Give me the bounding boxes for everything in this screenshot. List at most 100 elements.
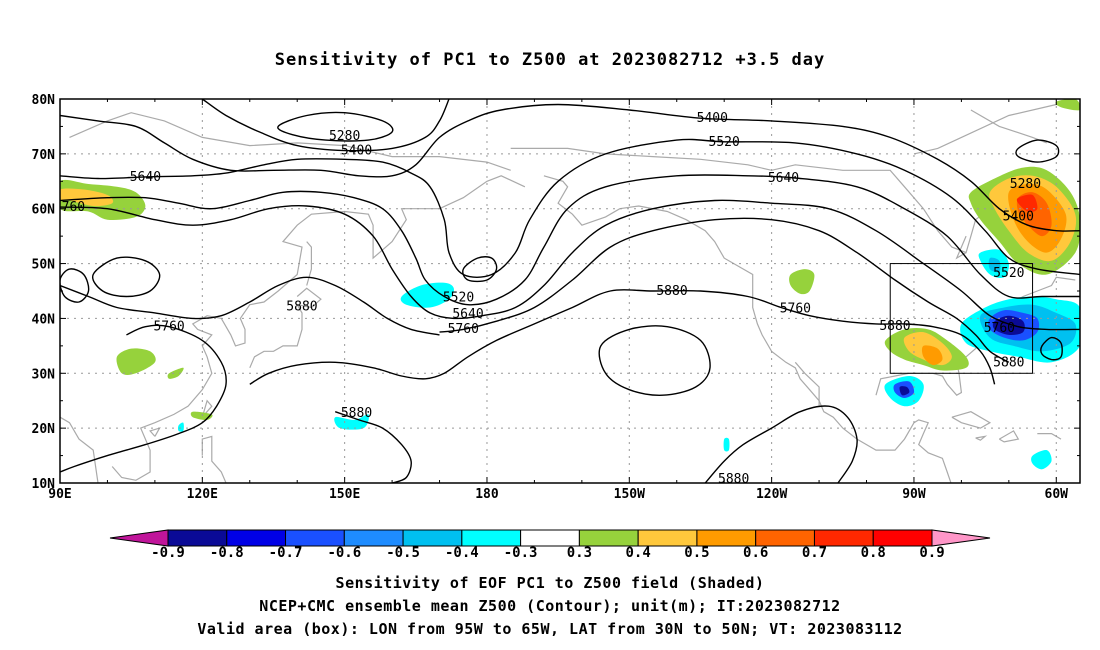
colorbar-box	[461, 529, 522, 547]
longitude-label: 180	[475, 487, 499, 502]
colorbar-box	[402, 529, 463, 547]
latitude-label: 80N	[32, 93, 56, 108]
valid-area-box	[889, 263, 1034, 374]
latitude-label: 70N	[32, 148, 56, 163]
sensitivity-shading	[60, 99, 1080, 470]
sensitivity-patch	[1031, 449, 1052, 470]
contour-label: 5760	[780, 302, 811, 317]
axis-ticks	[59, 98, 1080, 484]
contour-label: 5400	[341, 144, 372, 159]
longitude-label: 120W	[756, 487, 787, 502]
z500-contour-line	[1015, 139, 1060, 163]
z500-contour-line	[462, 256, 498, 283]
colorbar-box	[226, 529, 287, 547]
longitude-label: 150E	[329, 487, 360, 502]
colorbar-label: -0.3	[504, 545, 538, 561]
colorbar-left-triangle	[109, 529, 169, 547]
colorbar-label: 0.7	[802, 545, 827, 561]
colorbar-box	[696, 529, 757, 547]
contour-label: 5640	[130, 170, 161, 185]
caption-line-2: NCEP+CMC ensemble mean Z500 (Contour); u…	[259, 597, 841, 615]
colorbar-label: 0.3	[567, 545, 592, 561]
z500-contour-line	[598, 325, 711, 396]
lat-lon-gridlines	[60, 99, 1080, 483]
contour-label: 5640	[452, 307, 483, 322]
z500-contour-line	[60, 268, 90, 303]
colorbar-label: 0.4	[626, 545, 651, 561]
z500-contour-line	[60, 103, 1080, 232]
coastline-segment	[1037, 433, 1062, 440]
contour-label: 5640	[768, 171, 799, 186]
sensitivity-patch	[899, 386, 910, 396]
sensitivity-patch	[167, 367, 184, 379]
colorbar-box	[343, 529, 404, 547]
z500-contour-line	[60, 199, 1080, 331]
z500-contour-line	[60, 138, 1080, 278]
contour-label: 5880	[993, 355, 1024, 370]
latitude-label: 20N	[32, 422, 56, 437]
longitude-label: 150W	[614, 487, 645, 502]
coastline-segment	[998, 430, 1020, 443]
coastline-segment	[543, 175, 952, 483]
colorbar-box	[813, 529, 874, 547]
contour-label: 5280	[1010, 177, 1041, 192]
contour-label: 5400	[697, 111, 728, 126]
coastline-segment	[149, 427, 161, 437]
colorbar-box	[520, 529, 580, 547]
sensitivity-patch	[921, 345, 943, 366]
sensitivity-patch	[400, 282, 454, 308]
colorbar-box	[578, 529, 639, 547]
colorbar-box	[285, 529, 345, 547]
contour-label: 5880	[286, 299, 317, 314]
contour-label: 5880	[656, 284, 687, 299]
colorbar-label: -0.5	[386, 545, 420, 561]
sensitivity-patch	[1016, 194, 1038, 212]
contour-label: 5880	[718, 472, 749, 487]
z500-contour-line	[60, 276, 440, 336]
coastline-segment	[69, 112, 511, 171]
contour-label: 5520	[443, 291, 474, 306]
z500-contour-line	[1040, 336, 1063, 361]
coastline-segment	[111, 175, 526, 481]
caption-line-1: Sensitivity of EOF PC1 to Z500 field (Sh…	[335, 574, 765, 592]
colorbar-box	[637, 529, 698, 547]
sensitivity-patch	[116, 348, 156, 376]
sensitivity-patch	[334, 414, 369, 430]
contour-label: 5880	[879, 319, 910, 334]
z500-contour-line	[201, 99, 450, 152]
colorbar-label: -0.6	[327, 545, 361, 561]
colorbar-box	[872, 529, 933, 547]
z500-contour-line	[704, 405, 858, 483]
caption-line-3: Valid area (box): LON from 95W to 65W, L…	[197, 620, 903, 638]
sensitivity-patch	[789, 269, 815, 295]
sensitivity-patch	[178, 422, 184, 432]
colorbar-box	[167, 529, 228, 547]
z500-contour-line	[249, 289, 996, 385]
coastline-segment	[249, 287, 322, 369]
contour-label: 5760	[984, 321, 1015, 336]
map-title: Sensitivity of PC1 to Z500 at 2023082712…	[274, 50, 826, 70]
sensitivity-patch	[1055, 99, 1080, 111]
sensitivity-patch	[60, 188, 114, 207]
colorbar-label: 0.5	[684, 545, 709, 561]
contour-labels: 5280540056405760588057605520564057605880…	[54, 111, 1041, 487]
z500-contours	[60, 99, 1080, 483]
latitude-label: 30N	[32, 367, 56, 382]
colorbar: -0.9 -0.8 -0.7 -0.6 -0.5 -0.4 -0.3 0.3 0.4 0.5 0.6…	[109, 529, 991, 561]
latitude-label: 10N	[32, 477, 56, 492]
contour-label: 5880	[341, 406, 372, 421]
longitude-label: 60W	[1045, 487, 1069, 502]
contour-label: 5760	[54, 200, 85, 215]
colorbar-box	[755, 529, 815, 547]
latitude-label: 50N	[32, 258, 56, 273]
coastline-segment	[794, 361, 820, 407]
coastline-segment	[201, 399, 213, 418]
colorbar-label: -0.4	[445, 545, 479, 561]
coastline-segment	[201, 435, 227, 483]
z500-contour-line	[91, 256, 161, 298]
colorbar-label: -0.9	[151, 545, 185, 561]
longitude-labels: 90E 120E 150E 180 150W 120W 90W 60W	[48, 487, 1068, 502]
z500-contour-line	[277, 111, 394, 142]
latitude-label: 40N	[32, 312, 56, 327]
contour-label: 5520	[993, 266, 1024, 281]
